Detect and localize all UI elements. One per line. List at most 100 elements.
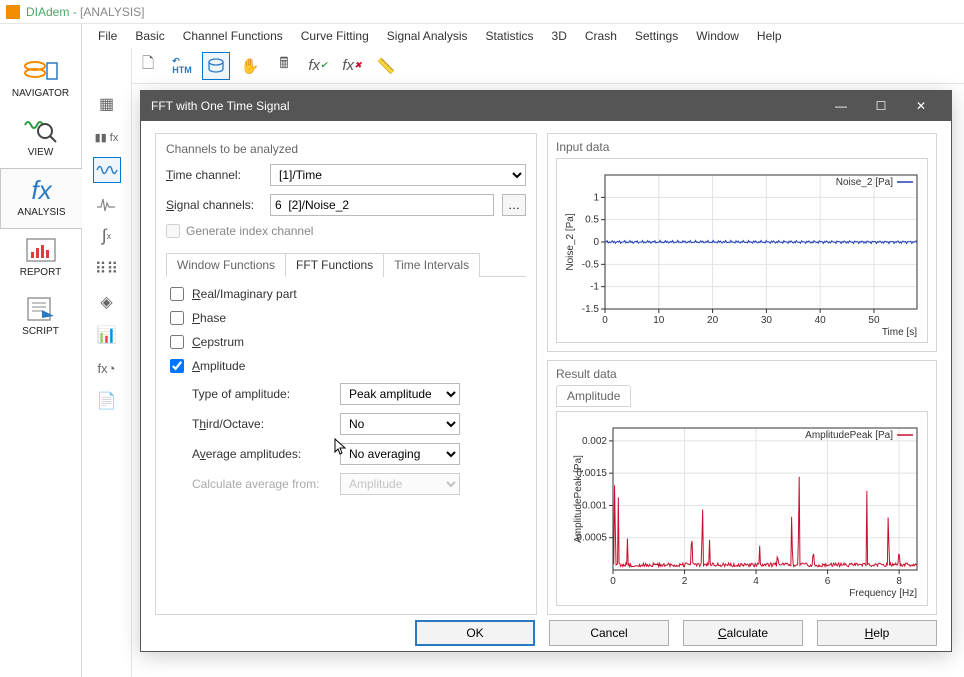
maximize-button[interactable]: ☐ xyxy=(861,91,901,121)
toolbar-calc-icon[interactable]: 🖩 xyxy=(270,52,298,80)
signal-channels-label: Signal channels: xyxy=(166,198,262,212)
real-imag-label: Real/Imaginary part xyxy=(192,287,297,301)
generate-index-label: Generate index channel xyxy=(186,224,313,238)
svg-text:10: 10 xyxy=(653,315,665,326)
tool-wave-icon[interactable] xyxy=(93,157,121,183)
dialog-titlebar: FFT with One Time Signal — ☐ ✕ xyxy=(141,91,951,121)
menu-file[interactable]: File xyxy=(90,27,125,45)
close-button[interactable]: ✕ xyxy=(901,91,941,121)
menu-settings[interactable]: Settings xyxy=(627,27,686,45)
avg-amplitudes-combo[interactable]: No averaging xyxy=(340,443,460,465)
avg-amplitudes-label: Average amplitudes: xyxy=(192,447,332,461)
signal-channels-browse-button[interactable]: … xyxy=(502,194,526,216)
third-octave-combo[interactable]: No xyxy=(340,413,460,435)
options-pane: Channels to be analyzed Time channel: [1… xyxy=(155,133,537,615)
help-button[interactable]: Help xyxy=(817,620,937,646)
toolbar-fx-x-icon[interactable]: fx✖ xyxy=(338,52,366,80)
svg-text:20: 20 xyxy=(707,315,719,326)
tab-fft-functions[interactable]: FFT Functions xyxy=(285,253,384,277)
fft-dialog: FFT with One Time Signal — ☐ ✕ Channels … xyxy=(140,90,952,652)
app-icon xyxy=(6,5,20,19)
svg-text:-1.5: -1.5 xyxy=(582,304,600,315)
tool-pulse-icon[interactable] xyxy=(93,190,121,216)
menu-window[interactable]: Window xyxy=(688,27,747,45)
time-channel-combo[interactable]: [1]/Time xyxy=(270,164,526,186)
minimize-button[interactable]: — xyxy=(821,91,861,121)
ok-button[interactable]: OK xyxy=(415,620,535,646)
top-toolbar: 🗋 ↶HTM ✋ 🖩 fx✔ fx✖ 📏 xyxy=(82,48,964,84)
result-data-title: Result data xyxy=(556,367,928,381)
amplitude-checkbox[interactable] xyxy=(170,359,184,373)
tool-column: ▦ ▮▮ fx ∫x ⠿⠿ ◈ 📊 fx◔ 📄 xyxy=(82,48,132,677)
nav-view[interactable]: VIEW xyxy=(0,109,81,168)
tool-3d-icon[interactable]: 📊 xyxy=(93,322,121,348)
cepstrum-label: Cepstrum xyxy=(192,335,244,349)
svg-text:40: 40 xyxy=(815,315,827,326)
nav-analysis[interactable]: fxANALYSIS xyxy=(0,168,82,229)
menu-curve-fitting[interactable]: Curve Fitting xyxy=(293,27,377,45)
svg-text:8: 8 xyxy=(896,576,902,587)
time-channel-label: Time channel: xyxy=(166,168,262,182)
tool-grid-icon[interactable]: ⠿⠿ xyxy=(93,256,121,282)
svg-text:0.002: 0.002 xyxy=(582,436,607,447)
real-imag-checkbox[interactable] xyxy=(170,287,184,301)
svg-text:0.001: 0.001 xyxy=(582,500,607,511)
svg-text:Frequency [Hz]: Frequency [Hz] xyxy=(849,588,917,599)
svg-text:AmplitudePeak [Pa]: AmplitudePeak [Pa] xyxy=(805,430,893,441)
svg-text:AmplitudePeak [Pa]: AmplitudePeak [Pa] xyxy=(573,455,584,543)
result-data-group: Result data Amplitude 024680.00050.0010.… xyxy=(547,360,937,615)
signal-channels-input[interactable] xyxy=(270,194,494,216)
nav-navigator[interactable]: NAVIGATOR xyxy=(0,50,81,109)
svg-text:Time [s]: Time [s] xyxy=(882,327,917,338)
menu-basic[interactable]: Basic xyxy=(127,27,172,45)
toolbar-new-icon[interactable]: 🗋 xyxy=(134,52,162,80)
input-data-group: Input data 01020304050-1.5-1-0.500.51Tim… xyxy=(547,133,937,352)
app-name: DIAdem xyxy=(26,5,69,19)
calculate-button[interactable]: Calculate xyxy=(683,620,803,646)
result-tab-amplitude[interactable]: Amplitude xyxy=(556,385,631,407)
tab-window-functions[interactable]: Window Functions xyxy=(166,253,286,277)
svg-text:6: 6 xyxy=(825,576,831,587)
left-nav: NAVIGATORVIEWfxANALYSISREPORTSCRIPT xyxy=(0,24,82,677)
nav-script[interactable]: SCRIPT xyxy=(0,288,81,347)
nav-report[interactable]: REPORT xyxy=(0,229,81,288)
toolbar-hand-icon[interactable]: ✋ xyxy=(236,52,264,80)
cepstrum-checkbox[interactable] xyxy=(170,335,184,349)
tool-cube-icon[interactable]: ◈ xyxy=(93,289,121,315)
result-plot: 024680.00050.0010.00150.002Frequency [Hz… xyxy=(556,411,928,606)
svg-text:0.5: 0.5 xyxy=(585,215,599,226)
tool-matrix-icon[interactable]: ▦ xyxy=(93,91,121,117)
menu-crash[interactable]: Crash xyxy=(577,27,625,45)
svg-text:1: 1 xyxy=(593,192,599,203)
tool-fx-pie-icon[interactable]: fx◔ xyxy=(93,355,121,381)
menu-3d[interactable]: 3D xyxy=(544,27,575,45)
toolbar-ruler-icon[interactable]: 📏 xyxy=(372,52,400,80)
third-octave-label: Third/Octave: xyxy=(192,417,332,431)
phase-checkbox[interactable] xyxy=(170,311,184,325)
tool-doc-icon[interactable]: 📄 xyxy=(93,388,121,414)
menu-statistics[interactable]: Statistics xyxy=(478,27,542,45)
svg-text:Noise_2 [Pa]: Noise_2 [Pa] xyxy=(836,177,893,188)
channels-group-label: Channels to be analyzed xyxy=(166,142,526,156)
menu-help[interactable]: Help xyxy=(749,27,790,45)
cancel-button[interactable]: Cancel xyxy=(549,620,669,646)
input-plot: 01020304050-1.5-1-0.500.51Time [s]Noise_… xyxy=(556,158,928,343)
type-amplitude-combo[interactable]: Peak amplitude xyxy=(340,383,460,405)
tab-time-intervals[interactable]: Time Intervals xyxy=(383,253,480,277)
generate-index-checkbox xyxy=(166,224,180,238)
svg-text:4: 4 xyxy=(753,576,759,587)
menubar: FileBasicChannel FunctionsCurve FittingS… xyxy=(0,24,964,48)
svg-text:-1: -1 xyxy=(590,282,599,293)
toolbar-htm-icon[interactable]: ↶HTM xyxy=(168,52,196,80)
toolbar-fx-check-icon[interactable]: fx✔ xyxy=(304,52,332,80)
toolbar-db-icon[interactable] xyxy=(202,52,230,80)
input-data-title: Input data xyxy=(556,140,928,154)
calc-avg-from-label: Calculate average from: xyxy=(192,477,332,491)
tool-integral-icon[interactable]: ∫x xyxy=(93,223,121,249)
svg-text:50: 50 xyxy=(868,315,880,326)
svg-text:0: 0 xyxy=(610,576,616,587)
menu-signal-analysis[interactable]: Signal Analysis xyxy=(379,27,476,45)
svg-text:0: 0 xyxy=(602,315,608,326)
tool-fx-bars-icon[interactable]: ▮▮ fx xyxy=(93,124,121,150)
menu-channel-functions[interactable]: Channel Functions xyxy=(175,27,291,45)
